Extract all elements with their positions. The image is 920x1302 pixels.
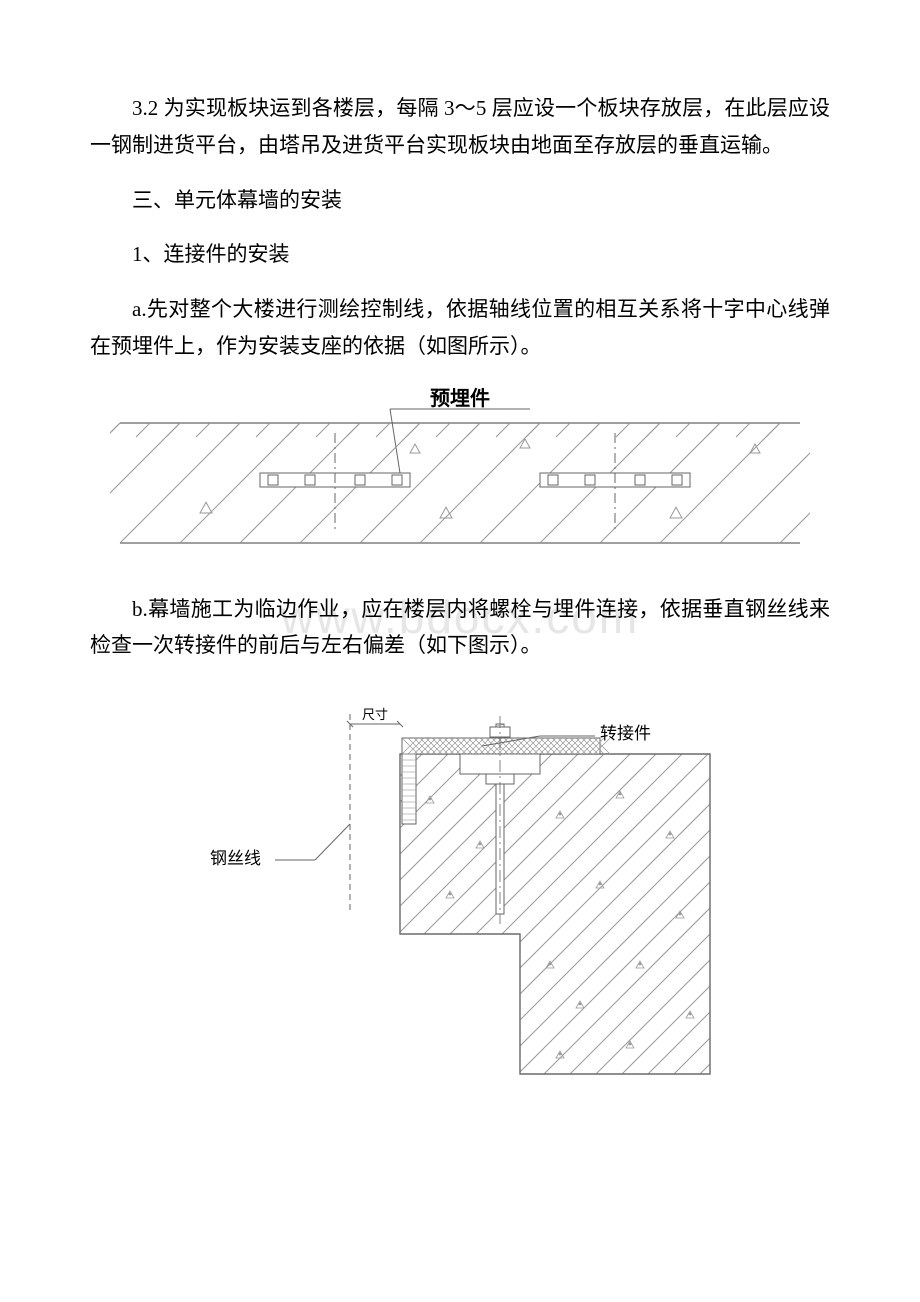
svg-text:转接件: 转接件: [600, 724, 651, 743]
paragraph-b: b.幕墙施工为临边作业，应在楼层内将螺栓与埋件连接，依据垂直钢丝线来检查一次转接…: [90, 591, 830, 665]
paragraph-3-2: 3.2 为实现板块运到各楼层，每隔 3～5 层应设一个板块存放层，在此层应设一钢…: [90, 90, 830, 164]
paragraph-a: a.先对整个大楼进行测绘控制线，依据轴线位置的相互关系将十字中心线弹在预埋件上，…: [90, 291, 830, 365]
figure-embedded-plate: 预埋件: [90, 383, 830, 563]
svg-text:钢丝线: 钢丝线: [210, 849, 261, 868]
svg-text:预埋件: 预埋件: [430, 386, 490, 410]
svg-text:尺寸: 尺寸: [362, 707, 388, 722]
heading-item-1: 1、连接件的安装: [90, 236, 830, 273]
page-content: 3.2 为实现板块运到各楼层，每隔 3～5 层应设一个板块存放层，在此层应设一钢…: [90, 90, 830, 1084]
heading-section-3: 三、单元体幕墙的安装: [90, 182, 830, 219]
figure-connector-section: 尺寸转接件钢丝线: [90, 684, 830, 1084]
